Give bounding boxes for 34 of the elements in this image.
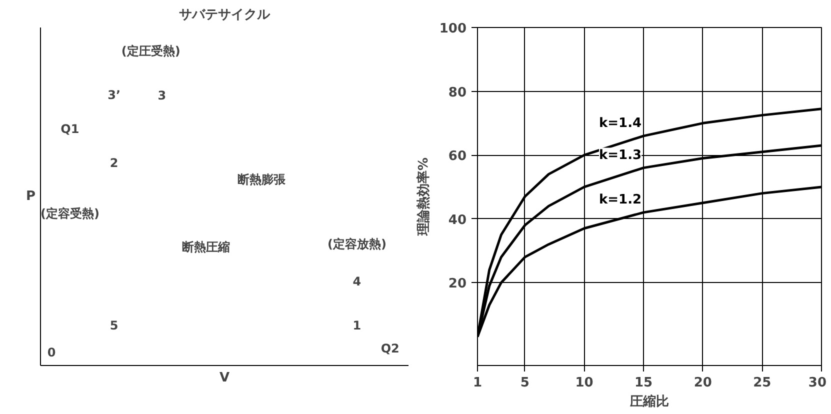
y-tick-label: 100 xyxy=(439,22,467,36)
text: サバテサイクル xyxy=(179,8,271,22)
text: 4 xyxy=(352,274,362,288)
text: (定容放熱) xyxy=(327,236,386,251)
series-label: k=1.4 xyxy=(599,116,642,131)
y-tick-label: 40 xyxy=(448,212,467,228)
y-axis-title: 理論熱効率% xyxy=(415,157,432,237)
series-label: k=1.3 xyxy=(599,148,642,163)
text: 断熱膨張 xyxy=(237,172,286,187)
x-tick-label: 20 xyxy=(694,376,712,390)
x-axis-title: 圧縮比 xyxy=(629,394,669,410)
y-tick-label: 80 xyxy=(448,85,467,100)
x-tick-label: 10 xyxy=(575,376,594,390)
text: 断熱圧縮 xyxy=(182,240,230,254)
text: 1 xyxy=(352,318,362,332)
text: V xyxy=(219,370,230,386)
text: (定圧受熱) xyxy=(121,44,180,58)
text: 3 xyxy=(158,88,166,103)
text: (定容受熱) xyxy=(40,206,100,220)
text: 2 xyxy=(110,156,118,170)
y-tick-label: 20 xyxy=(448,276,467,292)
series-label: k=1.2 xyxy=(599,192,642,208)
x-tick-label: 30 xyxy=(808,376,827,390)
text: 5 xyxy=(110,318,118,332)
x-tick-label: 15 xyxy=(634,376,653,390)
text: Q1 xyxy=(60,122,80,136)
x-tick-label: 5 xyxy=(520,376,530,390)
text: P xyxy=(26,189,36,204)
y-tick-label: 60 xyxy=(448,149,467,164)
x-tick-label: 25 xyxy=(753,376,772,390)
x-tick-label: 1 xyxy=(472,376,482,390)
text: 0 xyxy=(47,345,56,360)
text: Q2 xyxy=(380,342,400,356)
text: 3’ xyxy=(108,88,121,102)
